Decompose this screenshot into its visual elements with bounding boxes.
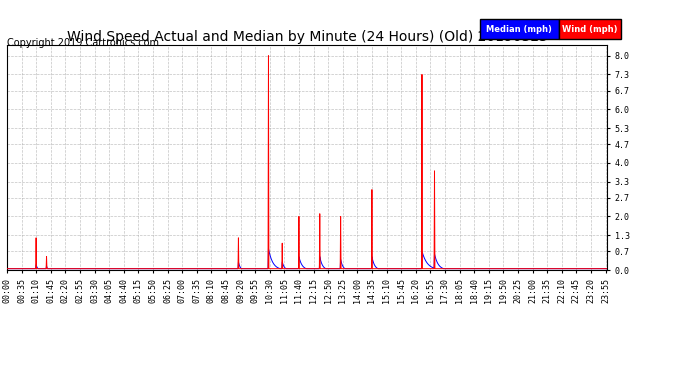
Text: Wind (mph): Wind (mph) <box>562 25 618 34</box>
Text: Median (mph): Median (mph) <box>486 25 552 34</box>
Title: Wind Speed Actual and Median by Minute (24 Hours) (Old) 20190325: Wind Speed Actual and Median by Minute (… <box>67 30 547 44</box>
Text: Copyright 2019 Cartronics.com: Copyright 2019 Cartronics.com <box>7 38 159 48</box>
